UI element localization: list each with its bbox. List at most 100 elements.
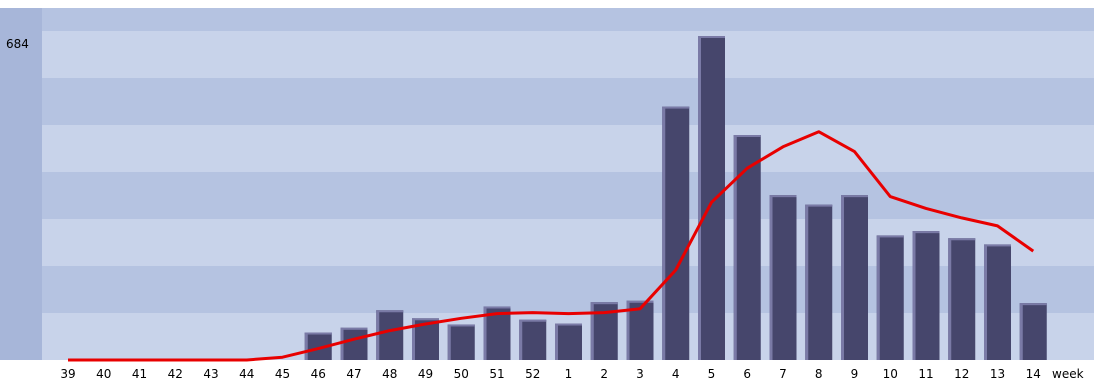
- bar: [876, 235, 904, 360]
- bar: [340, 327, 368, 360]
- bar-top: [876, 235, 904, 238]
- grid-band: [0, 219, 1094, 266]
- x-tick-label: 7: [779, 367, 787, 381]
- bar: [912, 231, 940, 360]
- x-tick-label: 4: [672, 367, 680, 381]
- x-tick-label: 42: [168, 367, 183, 381]
- bar-highlight: [984, 244, 987, 360]
- x-tick-label: 40: [96, 367, 111, 381]
- grid-band: [0, 125, 1094, 172]
- bar-highlight: [483, 306, 487, 360]
- bar-body: [340, 327, 368, 360]
- bar-body: [948, 238, 976, 360]
- bar-highlight: [805, 204, 809, 360]
- bar-top: [590, 302, 618, 305]
- bar-top: [447, 324, 475, 327]
- bar-top: [841, 195, 868, 198]
- bar-top: [662, 106, 690, 109]
- x-axis-label: week: [1052, 367, 1084, 381]
- bar-body: [662, 106, 690, 360]
- x-tick-label: 44: [239, 367, 254, 381]
- bar-top: [555, 323, 582, 326]
- x-tick-label: 12: [954, 367, 969, 381]
- x-tick-label: 49: [418, 367, 433, 381]
- bar-top: [626, 300, 654, 303]
- bar-highlight: [519, 319, 523, 360]
- x-tick-label: 43: [203, 367, 218, 381]
- bar-top: [769, 195, 797, 198]
- bar-body: [841, 195, 868, 360]
- bar-top: [984, 244, 1011, 247]
- bar: [555, 323, 582, 360]
- bar-top: [948, 238, 976, 241]
- bar-body: [698, 36, 725, 360]
- bar-highlight: [769, 195, 773, 360]
- bar-highlight: [733, 135, 737, 360]
- bar: [805, 204, 833, 360]
- bar-highlight: [948, 238, 952, 360]
- grid-band: [0, 8, 1094, 31]
- x-tick-label: 10: [883, 367, 898, 381]
- grid-band: [0, 313, 1094, 360]
- grid-bands: [0, 8, 1094, 360]
- bar: [376, 310, 404, 360]
- x-tick-label: 48: [382, 367, 397, 381]
- bar-body: [984, 244, 1011, 360]
- bar: [519, 319, 547, 360]
- bar: [769, 195, 797, 360]
- grid-band: [0, 266, 1094, 313]
- bar-top: [912, 231, 940, 234]
- bar-body: [805, 204, 833, 360]
- bar-top: [733, 135, 761, 137]
- x-tick-label: 47: [346, 367, 361, 381]
- bar-highlight: [876, 235, 880, 360]
- bar-highlight: [555, 323, 558, 360]
- x-tick-label: 41: [132, 367, 147, 381]
- x-tick-label: 14: [1026, 367, 1041, 381]
- bar-body: [519, 319, 547, 360]
- bar: [447, 324, 475, 360]
- bar-top: [805, 204, 833, 207]
- bar-body: [876, 235, 904, 360]
- x-tick-label: 8: [815, 367, 823, 381]
- bar-highlight: [662, 106, 666, 360]
- bar: [948, 238, 976, 360]
- bar-highlight: [447, 324, 451, 360]
- y-tick-label: 684: [6, 37, 29, 51]
- grid-band: [0, 31, 1094, 78]
- x-tick-label: 52: [525, 367, 540, 381]
- bar-top: [340, 327, 368, 330]
- bar-series: [304, 36, 1047, 360]
- bar-highlight: [376, 310, 380, 360]
- bar-body: [912, 231, 940, 360]
- bar-body: [376, 310, 404, 360]
- bar: [984, 244, 1011, 360]
- bar-top: [304, 332, 332, 335]
- bar: [698, 36, 725, 360]
- bar-highlight: [626, 300, 630, 360]
- grid-band: [0, 78, 1094, 125]
- bar-highlight: [912, 231, 916, 360]
- trend-line: [68, 130, 1035, 362]
- x-tick-label: 9: [851, 367, 859, 381]
- bar-highlight: [841, 195, 844, 360]
- bar-top: [412, 318, 439, 321]
- bar: [626, 300, 654, 360]
- bar-top: [1019, 303, 1047, 306]
- x-tick-label: 50: [454, 367, 469, 381]
- x-tick-label: 46: [311, 367, 326, 381]
- x-tick-label: 5: [708, 367, 716, 381]
- bar-body: [1019, 303, 1047, 360]
- bar-body: [733, 135, 761, 360]
- bar: [841, 195, 868, 360]
- bar-highlight: [412, 318, 415, 360]
- bar: [1019, 303, 1047, 360]
- bar-top: [483, 306, 511, 309]
- bar-top: [698, 36, 725, 38]
- x-tick-label: 6: [743, 367, 751, 381]
- x-tick-label: 45: [275, 367, 290, 381]
- bar-highlight: [1019, 303, 1023, 360]
- bar-top: [376, 310, 404, 313]
- x-tick-label: 3: [636, 367, 644, 381]
